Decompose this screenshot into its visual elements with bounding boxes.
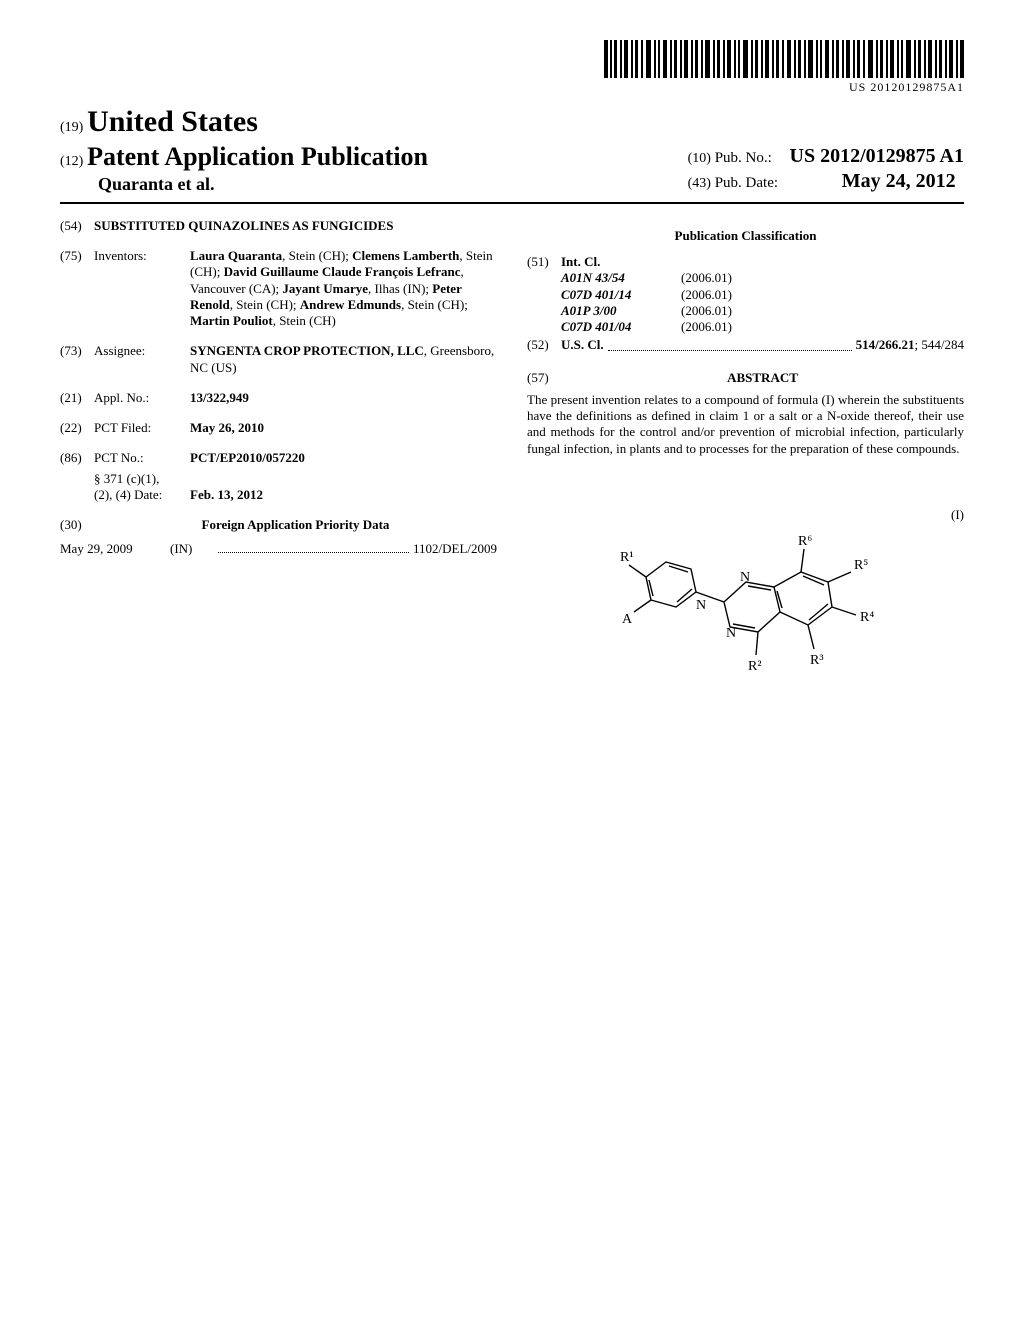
assignee-value: SYNGENTA CROP PROTECTION, LLC, Greensbor… [190, 343, 497, 376]
code-51: (51) [527, 254, 561, 335]
pubdate-label: Pub. Date: [715, 175, 778, 191]
invention-title: SUBSTITUTED QUINAZOLINES AS FUNGICIDES [94, 218, 497, 234]
field-intcl: (51) Int. Cl. A01N 43/54(2006.01)C07D 40… [527, 254, 964, 335]
field-foreign-priority: (30) Foreign Application Priority Data [60, 517, 497, 533]
label-r3: R³ [810, 653, 824, 668]
ipc-year: (2006.01) [681, 303, 732, 319]
formula-number: (I) [951, 507, 964, 523]
pub-date: May 24, 2012 [842, 170, 956, 192]
field-applno: (21) Appl. No.: 13/322,949 [60, 390, 497, 406]
code-52: (52) [527, 337, 561, 353]
uscl-primary: 514/266.21 [856, 337, 915, 352]
inventors-label: Inventors: [94, 248, 190, 329]
code-54: (54) [60, 218, 94, 234]
label-r6: R⁶ [798, 534, 812, 549]
ipc-code: A01N 43/54 [561, 270, 681, 286]
left-column: (54) SUBSTITUTED QUINAZOLINES AS FUNGICI… [60, 218, 497, 691]
pctfiled-value: May 26, 2010 [190, 420, 497, 436]
pctno-label: PCT No.: [94, 450, 190, 466]
barcode: US 20120129875A1 [604, 40, 964, 95]
field-assignee: (73) Assignee: SYNGENTA CROP PROTECTION,… [60, 343, 497, 376]
label-a: A [622, 612, 633, 627]
ipc-year: (2006.01) [681, 319, 732, 335]
barcode-text: US 20120129875A1 [604, 80, 964, 95]
ipc-row: C07D 401/04(2006.01) [561, 319, 964, 335]
s371-date: Feb. 13, 2012 [190, 487, 497, 503]
inventors-list: Laura Quaranta, Stein (CH); Clemens Lamb… [190, 248, 497, 329]
intcl-label: Int. Cl. [561, 254, 964, 270]
ipc-code: C07D 401/04 [561, 319, 681, 335]
field-abstract-head: (57) ABSTRACT [527, 360, 964, 392]
field-uscl: (52) U.S. Cl. 514/266.21; 544/284 [527, 337, 964, 353]
uscl-secondary: ; 544/284 [915, 337, 964, 352]
field-inventors: (75) Inventors: Laura Quaranta, Stein (C… [60, 248, 497, 329]
abstract-text: The present invention relates to a compo… [527, 392, 964, 457]
code-86: (86) [60, 450, 94, 466]
code-21: (21) [60, 390, 94, 406]
doc-type: Patent Application Publication [87, 142, 428, 171]
pubno-label: Pub. No.: [715, 150, 772, 166]
ipc-row: A01N 43/54(2006.01) [561, 270, 964, 286]
code-12: (12) [60, 154, 83, 169]
label-r5: R⁵ [854, 558, 868, 573]
code-22: (22) [60, 420, 94, 436]
pctno-value: PCT/EP2010/057220 [190, 450, 497, 466]
s371-line2: (2), (4) Date: [94, 487, 190, 503]
priority-country: (IN) [170, 541, 214, 557]
header: (19) United States (12) Patent Applicati… [60, 103, 964, 196]
author-line: Quaranta et al. [98, 173, 428, 196]
code-43: (43) [688, 176, 711, 191]
barcode-area: US 20120129875A1 [60, 40, 964, 95]
field-title: (54) SUBSTITUTED QUINAZOLINES AS FUNGICI… [60, 218, 497, 234]
ipc-row: A01P 3/00(2006.01) [561, 303, 964, 319]
ipc-year: (2006.01) [681, 270, 732, 286]
svg-text:N: N [726, 626, 736, 641]
foreign-priority-head: Foreign Application Priority Data [94, 517, 497, 533]
ipc-row: C07D 401/14(2006.01) [561, 287, 964, 303]
code-30: (30) [60, 517, 94, 533]
formula-svg: R¹ A N N N R² R³ R⁴ R⁵ R⁶ [596, 507, 896, 687]
priority-date: May 29, 2009 [60, 541, 170, 557]
label-r1: R¹ [620, 550, 634, 565]
priority-number: 1102/DEL/2009 [413, 541, 497, 557]
field-pctfiled: (22) PCT Filed: May 26, 2010 [60, 420, 497, 436]
assignee-label: Assignee: [94, 343, 190, 376]
ipc-code: C07D 401/14 [561, 287, 681, 303]
abstract-heading: ABSTRACT [561, 370, 964, 386]
s371-line1: § 371 (c)(1), [94, 471, 190, 487]
dots-leader-uscl [608, 337, 852, 350]
svg-text:N: N [696, 598, 706, 613]
code-57: (57) [527, 370, 561, 386]
country: United States [87, 105, 258, 138]
label-r4: R⁴ [860, 610, 874, 625]
field-371-1: § 371 (c)(1), [60, 471, 497, 487]
header-rule [60, 202, 964, 204]
dots-leader [218, 552, 409, 553]
code-19: (19) [60, 120, 83, 135]
applno-label: Appl. No.: [94, 390, 190, 406]
pub-number: US 2012/0129875 A1 [790, 145, 964, 167]
code-73: (73) [60, 343, 94, 376]
uscl-label: U.S. Cl. [561, 337, 604, 353]
code-10: (10) [688, 151, 711, 166]
field-pctno: (86) PCT No.: PCT/EP2010/057220 [60, 450, 497, 466]
priority-row: May 29, 2009 (IN) 1102/DEL/2009 [60, 541, 497, 557]
applno-value: 13/322,949 [190, 390, 497, 406]
assignee-name: SYNGENTA CROP PROTECTION, LLC [190, 343, 424, 358]
chemical-formula: (I) [527, 507, 964, 691]
field-371-2: (2), (4) Date: Feb. 13, 2012 [60, 487, 497, 503]
right-column: Publication Classification (51) Int. Cl.… [527, 218, 964, 691]
code-75: (75) [60, 248, 94, 329]
svg-text:N: N [740, 570, 750, 585]
ipc-year: (2006.01) [681, 287, 732, 303]
pubclass-head: Publication Classification [527, 228, 964, 244]
pctfiled-label: PCT Filed: [94, 420, 190, 436]
ipc-code: A01P 3/00 [561, 303, 681, 319]
label-r2: R² [748, 659, 762, 674]
